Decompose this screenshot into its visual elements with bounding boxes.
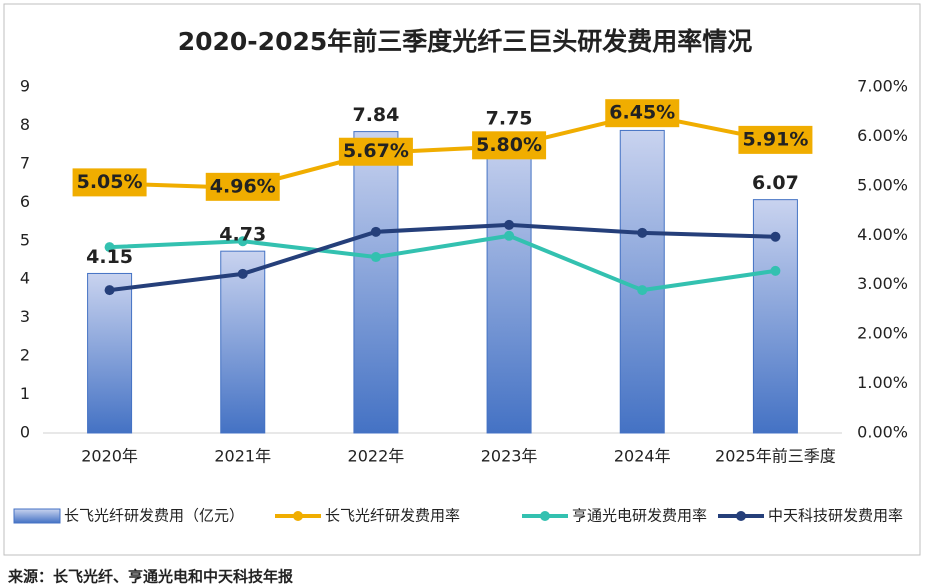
y2-tick-label: 3.00% xyxy=(857,274,908,293)
line-value-label: 5.91% xyxy=(742,128,808,150)
line-value-label: 6.45% xyxy=(609,102,675,124)
bar xyxy=(87,272,133,434)
line-point xyxy=(104,242,115,253)
legend-label: 长飞光纤研发费用率 xyxy=(325,507,460,525)
y-tick-label: 6 xyxy=(20,192,30,211)
line-point xyxy=(770,231,781,242)
line-point xyxy=(104,285,115,296)
line-point xyxy=(504,219,515,230)
legend-label: 长飞光纤研发费用（亿元） xyxy=(64,507,244,525)
legend-swatch-point xyxy=(540,511,550,521)
bar xyxy=(353,131,399,434)
y-tick-label: 2 xyxy=(20,346,30,365)
value-label-box xyxy=(72,168,147,197)
y-tick-label: 0 xyxy=(20,423,30,442)
line-series xyxy=(109,233,776,293)
bar-value-label: 4.73 xyxy=(219,224,266,246)
source-note: 来源：长飞光纤、亨通光电和中天科技年报 xyxy=(7,568,293,586)
y2-tick-label: 7.00% xyxy=(857,77,908,96)
y-tick-label: 8 xyxy=(20,115,30,134)
y-tick-label: 9 xyxy=(20,77,30,96)
y-tick-label: 3 xyxy=(20,307,30,326)
line-point xyxy=(237,268,248,279)
value-label-box xyxy=(472,131,547,160)
y-tick-label: 5 xyxy=(20,230,30,249)
x-tick-label: 2020年 xyxy=(81,447,138,466)
y2-tick-label: 4.00% xyxy=(857,225,908,244)
x-tick-label: 2022年 xyxy=(348,447,405,466)
line-point xyxy=(504,230,515,241)
y-tick-label: 7 xyxy=(20,153,30,172)
x-tick-label: 2023年 xyxy=(481,447,538,466)
y2-tick-label: 2.00% xyxy=(857,324,908,343)
bar xyxy=(220,250,266,434)
chart-border xyxy=(3,3,921,556)
bar-value-label: 6.07 xyxy=(752,172,799,194)
line-point xyxy=(637,227,648,238)
line-point xyxy=(370,252,381,263)
x-tick-label: 2024年 xyxy=(614,447,671,466)
line-point xyxy=(370,226,381,237)
y2-tick-label: 5.00% xyxy=(857,175,908,194)
chart-title: 2020-2025年前三季度光纤三巨头研发费用率情况 xyxy=(178,27,753,56)
bar xyxy=(619,129,665,434)
legend-swatch-point xyxy=(736,511,746,521)
value-label-box xyxy=(205,172,280,201)
value-label-box xyxy=(605,99,680,128)
line-point xyxy=(637,285,648,296)
x-tick-label: 2021年 xyxy=(214,447,271,466)
legend-label: 中天科技研发费用率 xyxy=(768,507,903,525)
value-label-box xyxy=(338,137,413,166)
x-tick-label: 2025年前三季度 xyxy=(715,447,836,466)
bar-value-label: 7.75 xyxy=(486,108,533,130)
legend-label: 亨通光电研发费用率 xyxy=(572,507,707,525)
y2-tick-label: 1.00% xyxy=(857,373,908,392)
value-label-box xyxy=(738,125,813,154)
line-value-label: 5.67% xyxy=(343,140,409,162)
line-value-label: 5.80% xyxy=(476,134,542,156)
line-series xyxy=(109,222,776,293)
line-value-label: 4.96% xyxy=(210,175,276,197)
bar-value-label: 7.84 xyxy=(352,104,399,126)
line-value-label: 5.05% xyxy=(77,171,143,193)
bar-value-label: 4.15 xyxy=(86,246,133,268)
y-tick-label: 4 xyxy=(20,269,30,288)
legend-swatch-point xyxy=(293,511,303,521)
line-point xyxy=(770,265,781,276)
legend-swatch xyxy=(13,508,61,524)
line-point xyxy=(237,236,248,247)
y2-tick-label: 6.00% xyxy=(857,126,908,145)
y2-tick-label: 0.00% xyxy=(857,423,908,442)
bar xyxy=(486,134,532,434)
y-tick-label: 1 xyxy=(20,384,30,403)
